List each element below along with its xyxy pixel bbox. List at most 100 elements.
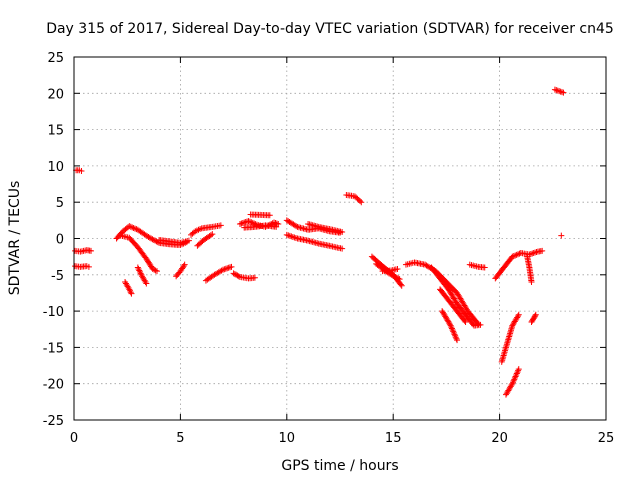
track-trk08: [156, 236, 192, 246]
data-point: [127, 289, 134, 296]
data-point: [293, 223, 300, 230]
data-point: [452, 334, 459, 341]
data-point: [558, 232, 565, 239]
data-point: [289, 233, 296, 240]
data-point: [513, 371, 520, 378]
data-point: [393, 274, 400, 281]
data-point: [152, 267, 159, 274]
data-point: [481, 264, 488, 271]
track-trk01: [73, 167, 85, 174]
track-trk30: [498, 311, 522, 365]
track-trk33: [524, 253, 535, 286]
x-tick-label: 10: [279, 431, 296, 446]
data-point: [514, 369, 521, 376]
track-trk35: [551, 86, 567, 96]
track-trk23: [379, 265, 401, 275]
data-point: [149, 265, 156, 272]
track-trk15: [241, 222, 280, 231]
data-point: [451, 331, 458, 338]
data-point: [450, 328, 457, 335]
x-tick-label: 25: [598, 431, 615, 446]
x-axis-label: GPS time / hours: [281, 458, 398, 474]
data-point: [135, 265, 142, 272]
y-tick-label: -25: [43, 414, 64, 429]
data-point: [234, 272, 241, 279]
data-point: [217, 222, 224, 229]
data-point: [454, 337, 461, 344]
data-point: [78, 167, 85, 174]
x-tick-label: 20: [491, 431, 508, 446]
data-point: [398, 282, 405, 289]
data-point: [392, 273, 399, 280]
data-point: [218, 267, 225, 274]
data-point: [149, 236, 156, 243]
y-tick-label: -5: [51, 269, 64, 284]
track-trk13: [230, 270, 258, 282]
data-point: [387, 271, 394, 278]
data-point: [251, 220, 258, 227]
data-point: [148, 235, 155, 242]
data-point: [339, 245, 346, 252]
data-point: [513, 370, 520, 377]
data-point: [136, 267, 143, 274]
data-point: [477, 321, 484, 328]
track-trk10: [188, 222, 224, 238]
data-point: [185, 237, 192, 244]
y-tick-label: 20: [47, 87, 64, 102]
track-trk12: [202, 263, 235, 284]
data-point: [509, 380, 516, 387]
data-point: [150, 236, 157, 243]
y-tick-label: 25: [47, 51, 64, 66]
y-tick-label: 5: [56, 196, 64, 211]
data-point: [181, 261, 188, 268]
data-point: [461, 317, 468, 324]
data-point: [209, 231, 216, 238]
y-tick-label: -20: [43, 378, 64, 393]
track-trk27: [439, 308, 461, 344]
data-point: [528, 279, 535, 286]
data-point: [134, 264, 141, 271]
data-point: [510, 379, 517, 386]
data-point: [292, 234, 299, 241]
data-point: [515, 367, 522, 374]
data-point: [136, 268, 143, 275]
data-points: [72, 86, 567, 398]
data-point: [85, 263, 92, 270]
data-point: [513, 251, 520, 258]
x-tick-label: 5: [176, 431, 184, 446]
data-point: [245, 218, 252, 225]
data-point: [231, 271, 238, 278]
data-point: [286, 232, 293, 239]
data-point: [151, 266, 158, 273]
data-point: [153, 268, 160, 275]
track-trk16: [247, 211, 273, 219]
data-point: [230, 270, 237, 277]
x-tick-label: 15: [385, 431, 402, 446]
data-point: [142, 279, 149, 286]
data-point: [515, 311, 522, 318]
data-point: [248, 219, 255, 226]
data-point: [291, 234, 298, 241]
data-point: [246, 218, 253, 225]
data-point: [509, 253, 516, 260]
data-point: [448, 325, 455, 332]
data-point: [388, 271, 395, 278]
data-point: [560, 89, 567, 96]
data-point: [146, 234, 153, 241]
chart-title: Day 315 of 2017, Sidereal Day-to-day VTE…: [46, 21, 614, 37]
grid: [74, 57, 606, 420]
data-point: [190, 229, 197, 236]
data-point: [266, 212, 273, 219]
data-point: [510, 377, 517, 384]
data-point: [283, 231, 290, 238]
data-point: [511, 374, 518, 381]
data-point: [449, 326, 456, 333]
data-point: [447, 322, 454, 329]
y-tick-label: 10: [47, 160, 64, 175]
data-point: [396, 276, 403, 283]
data-point: [143, 280, 150, 287]
data-point: [462, 318, 469, 325]
data-point: [127, 223, 134, 230]
track-trk02: [72, 247, 95, 255]
